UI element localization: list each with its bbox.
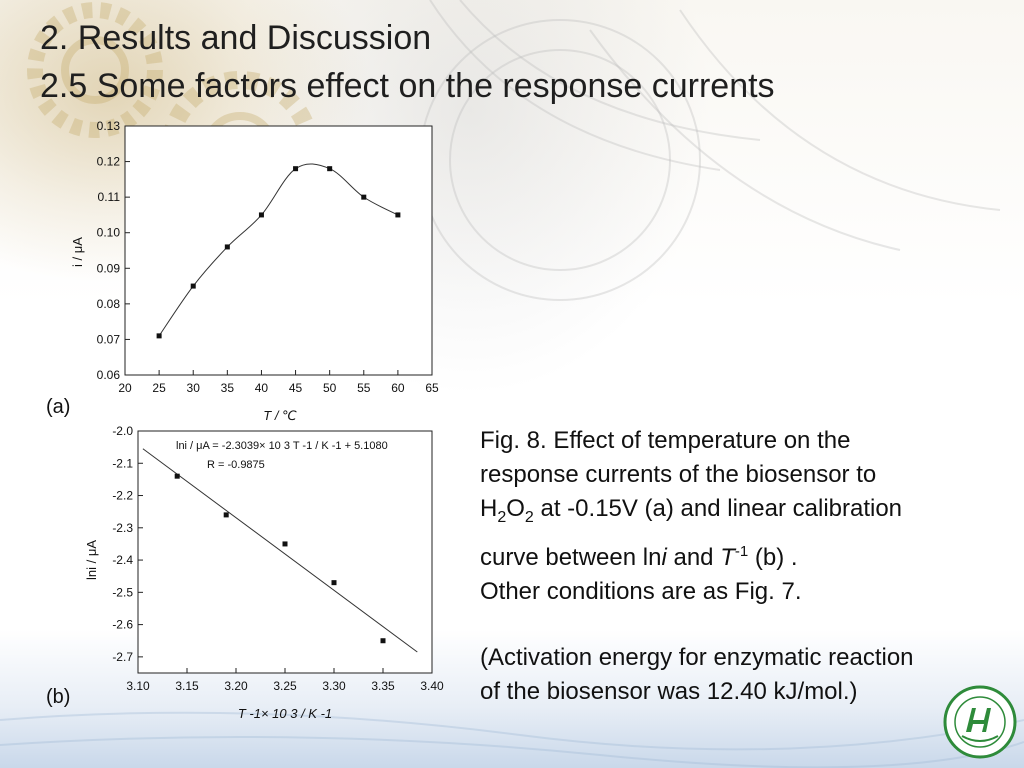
- chart-b-y-tick-label: -2.7: [112, 650, 133, 664]
- chart-b-y-tick-label: -2.5: [112, 585, 133, 599]
- caption-h2o2-sub1: 2: [497, 508, 507, 526]
- chart-b-y-tick-label: -2.0: [112, 424, 133, 438]
- chart-a-data-point: [258, 212, 264, 218]
- chart-a-y-tick-label: 0.08: [97, 297, 121, 311]
- chart-b-x-tick-label: 3.15: [175, 679, 199, 693]
- chart-b-r-annotation: R = -0.9875: [207, 459, 265, 471]
- caption-line-5: Other conditions are as Fig. 7.: [480, 577, 802, 605]
- chart-b-x-tick-label: 3.30: [322, 679, 346, 693]
- chart-a-data-point: [293, 166, 299, 172]
- panel-label-b: (b): [46, 686, 71, 708]
- chart-a-data-point: [190, 283, 196, 289]
- chart-a-x-tick-label: 50: [323, 381, 337, 395]
- chart-b-data-point: [223, 512, 229, 518]
- chart-a-y-tick-label: 0.07: [97, 332, 121, 346]
- chart-a-y-tick-label: 0.11: [98, 190, 121, 204]
- chart-b-x-tick-label: 3.10: [126, 679, 150, 693]
- chart-b-y-axis-label: lni / μA: [84, 540, 99, 580]
- chart-b-x-tick-label: 3.25: [273, 679, 297, 693]
- chart-a-data-point: [395, 212, 401, 218]
- chart-a-series-curve: [158, 163, 399, 337]
- caption-h2o2-o: O: [506, 495, 525, 522]
- caption-line-3: H2O2 at -0.15V (a) and linear calibratio…: [480, 492, 1010, 535]
- chart-b-data-point: [380, 638, 386, 644]
- chart-b-x-tick-label: 3.35: [371, 679, 395, 693]
- chart-b-y-tick-label: -2.3: [112, 521, 133, 535]
- chart-b-x-tick-label: 3.40: [420, 679, 444, 693]
- caption-line-4-and: and: [666, 543, 721, 571]
- caption-line-4: curve between lni and T-1 (b) .: [480, 535, 1010, 575]
- chart-a-x-tick-label: 55: [357, 381, 371, 395]
- chart-a-data-point: [327, 166, 333, 172]
- chart-a-x-axis-label: T / ℃: [263, 408, 297, 423]
- caption-line-1: Fig. 8. Effect of temperature on the: [480, 427, 851, 454]
- caption-line-4-part1: curve between ln: [480, 543, 662, 571]
- chart-b-equation-annotation: lni / μA = -2.3039× 10 3 T -1 / K -1 + 5…: [176, 440, 388, 452]
- chart-b-data-point: [282, 541, 288, 547]
- caption-h2o2-sub2: 2: [524, 508, 534, 526]
- chart-a-x-tick-label: 40: [255, 381, 269, 395]
- caption-h2o2-h: H: [480, 495, 498, 522]
- chart-b-data-point: [331, 580, 337, 586]
- caption-line-4-sup: -1: [734, 542, 749, 560]
- chart-a-data-point: [224, 244, 230, 250]
- caption-gap: [480, 609, 1010, 641]
- chart-a-data-point: [361, 194, 367, 200]
- chart-a-plot-frame: [124, 125, 433, 376]
- chart-a-x-tick-label: 60: [391, 381, 405, 395]
- chart-a-y-tick-label: 0.10: [97, 226, 121, 240]
- chart-b-y-tick-label: -2.4: [112, 553, 133, 567]
- chart-a-x-tick-label: 20: [118, 381, 132, 395]
- chart-a-x-tick-label: 35: [221, 381, 235, 395]
- chart-b-y-tick-label: -2.6: [112, 618, 133, 632]
- chart-a-x-tick-label: 25: [152, 381, 166, 395]
- chart-b-data-point: [174, 473, 180, 479]
- chart-a-y-tick-label: 0.09: [97, 261, 121, 275]
- chart-a-x-tick-label: 65: [425, 381, 439, 395]
- university-seal-icon: [943, 685, 1017, 759]
- panel-label-a: (a): [46, 396, 71, 418]
- chart-a-x-tick-label: 30: [187, 381, 201, 395]
- chart-a-y-tick-label: 0.13: [97, 119, 121, 133]
- chart-a-y-tick-label: 0.06: [97, 368, 121, 382]
- caption-note-line-2: of the biosensor was 12.40 kJ/mol.): [480, 677, 858, 705]
- chart-b-x-tick-label: 3.20: [224, 679, 248, 693]
- chart-a-x-tick-label: 45: [289, 381, 303, 395]
- chart-a-y-axis-label: i / μA: [70, 237, 85, 267]
- figure-caption: Fig. 8. Effect of temperature on the res…: [480, 424, 1010, 709]
- chart-b-y-tick-label: -2.1: [112, 456, 133, 470]
- chart-a-y-tick-label: 0.12: [97, 155, 121, 169]
- chart-b-y-tick-label: -2.2: [112, 489, 133, 503]
- chart-b-fit-line: [142, 448, 418, 653]
- caption-note-line-1: (Activation energy for enzymatic reactio…: [480, 643, 914, 671]
- caption-line-2: response currents of the biosensor to: [480, 461, 877, 488]
- chart-b-plot-frame: [137, 430, 433, 674]
- caption-line-4-end: (b) .: [748, 543, 798, 571]
- caption-line-3-rest: at -0.15V (a) and linear calibration: [533, 495, 903, 522]
- slide-title-line-2: 2.5 Some factors effect on the response …: [40, 67, 775, 105]
- chart-a-data-point: [156, 333, 162, 339]
- slide-title-line-1: 2. Results and Discussion: [40, 19, 432, 57]
- chart-b-x-axis-label: T -1× 10 3 / K -1: [238, 706, 332, 721]
- caption-line-4-i: i: [661, 543, 667, 571]
- caption-line-4-T: T: [720, 543, 735, 571]
